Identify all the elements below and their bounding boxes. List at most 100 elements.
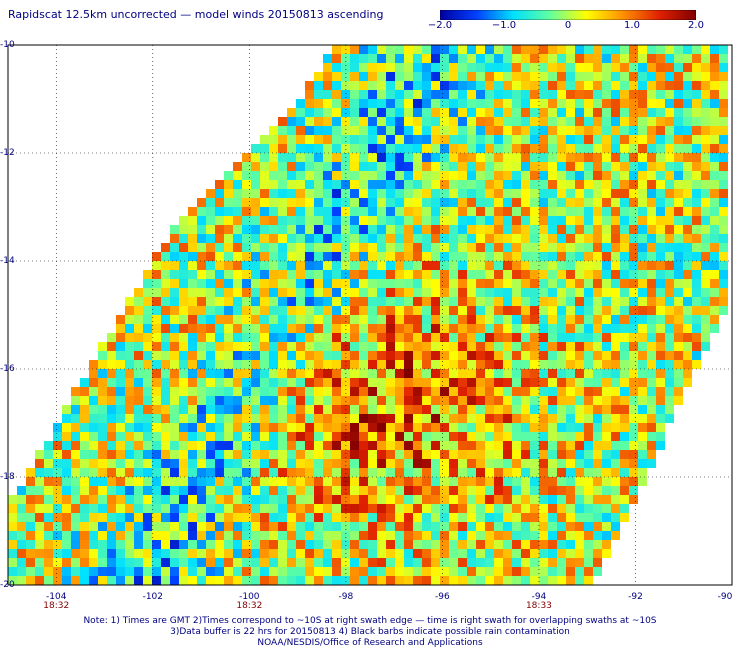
data-cell bbox=[413, 558, 422, 567]
data-cell bbox=[575, 144, 584, 153]
data-cell bbox=[188, 513, 197, 522]
data-cell bbox=[692, 243, 701, 252]
data-cell bbox=[278, 135, 287, 144]
data-cell bbox=[359, 207, 368, 216]
data-cell bbox=[719, 135, 728, 144]
data-cell bbox=[341, 378, 350, 387]
data-cell bbox=[458, 513, 467, 522]
data-cell bbox=[503, 216, 512, 225]
data-cell bbox=[548, 54, 557, 63]
data-cell bbox=[332, 342, 341, 351]
data-cell bbox=[98, 459, 107, 468]
data-cell bbox=[53, 504, 62, 513]
data-cell bbox=[296, 468, 305, 477]
data-cell bbox=[341, 225, 350, 234]
data-cell bbox=[242, 270, 251, 279]
data-cell bbox=[494, 540, 503, 549]
data-cell bbox=[377, 72, 386, 81]
data-cell bbox=[251, 207, 260, 216]
data-cell bbox=[593, 378, 602, 387]
data-cell bbox=[692, 333, 701, 342]
data-cell bbox=[548, 81, 557, 90]
data-cell bbox=[170, 441, 179, 450]
data-cell bbox=[548, 513, 557, 522]
data-cell bbox=[287, 522, 296, 531]
data-cell bbox=[278, 396, 287, 405]
data-cell bbox=[323, 459, 332, 468]
data-cell bbox=[530, 99, 539, 108]
data-cell bbox=[233, 189, 242, 198]
data-cell bbox=[359, 495, 368, 504]
data-cell bbox=[710, 261, 719, 270]
data-cell bbox=[431, 450, 440, 459]
data-cell bbox=[440, 513, 449, 522]
data-cell bbox=[440, 288, 449, 297]
data-cell bbox=[368, 486, 377, 495]
data-cell bbox=[494, 504, 503, 513]
data-cell bbox=[35, 486, 44, 495]
data-cell bbox=[440, 261, 449, 270]
data-cell bbox=[521, 126, 530, 135]
data-cell bbox=[584, 99, 593, 108]
data-cell bbox=[116, 432, 125, 441]
data-cell bbox=[656, 90, 665, 99]
data-cell bbox=[431, 81, 440, 90]
data-cell bbox=[269, 522, 278, 531]
data-cell bbox=[593, 513, 602, 522]
data-cell bbox=[404, 342, 413, 351]
data-cell bbox=[440, 63, 449, 72]
data-cell bbox=[386, 387, 395, 396]
data-cell bbox=[323, 567, 332, 576]
data-cell bbox=[647, 63, 656, 72]
data-cell bbox=[233, 423, 242, 432]
data-cell bbox=[521, 45, 530, 54]
data-cell bbox=[359, 324, 368, 333]
data-cell bbox=[233, 531, 242, 540]
data-cell bbox=[215, 315, 224, 324]
data-cell bbox=[206, 567, 215, 576]
data-cell bbox=[224, 306, 233, 315]
data-cell bbox=[305, 414, 314, 423]
data-cell bbox=[278, 459, 287, 468]
data-cell bbox=[278, 495, 287, 504]
data-cell bbox=[314, 351, 323, 360]
data-cell bbox=[458, 414, 467, 423]
data-cell bbox=[395, 306, 404, 315]
data-cell bbox=[503, 162, 512, 171]
data-cell bbox=[305, 162, 314, 171]
data-cell bbox=[62, 576, 71, 585]
data-cell bbox=[458, 288, 467, 297]
data-cell bbox=[539, 198, 548, 207]
data-cell bbox=[593, 153, 602, 162]
data-cell bbox=[683, 189, 692, 198]
data-cell bbox=[584, 216, 593, 225]
data-cell bbox=[530, 207, 539, 216]
data-cell bbox=[251, 504, 260, 513]
data-cell bbox=[71, 531, 80, 540]
colorbar bbox=[440, 10, 696, 20]
data-cell bbox=[341, 99, 350, 108]
data-cell bbox=[449, 144, 458, 153]
data-cell bbox=[593, 216, 602, 225]
data-cell bbox=[638, 189, 647, 198]
data-cell bbox=[314, 81, 323, 90]
data-cell bbox=[494, 297, 503, 306]
data-cell bbox=[602, 405, 611, 414]
data-cell bbox=[611, 468, 620, 477]
data-cell bbox=[161, 378, 170, 387]
data-cell bbox=[350, 459, 359, 468]
data-cell bbox=[134, 414, 143, 423]
data-cell bbox=[341, 396, 350, 405]
data-cell bbox=[251, 522, 260, 531]
data-cell bbox=[431, 306, 440, 315]
data-cell bbox=[620, 297, 629, 306]
data-cell bbox=[314, 414, 323, 423]
data-cell bbox=[647, 432, 656, 441]
data-cell bbox=[548, 162, 557, 171]
data-cell bbox=[197, 405, 206, 414]
data-cell bbox=[701, 81, 710, 90]
data-cell bbox=[287, 423, 296, 432]
data-cell bbox=[233, 414, 242, 423]
data-cell bbox=[548, 369, 557, 378]
data-cell bbox=[161, 297, 170, 306]
